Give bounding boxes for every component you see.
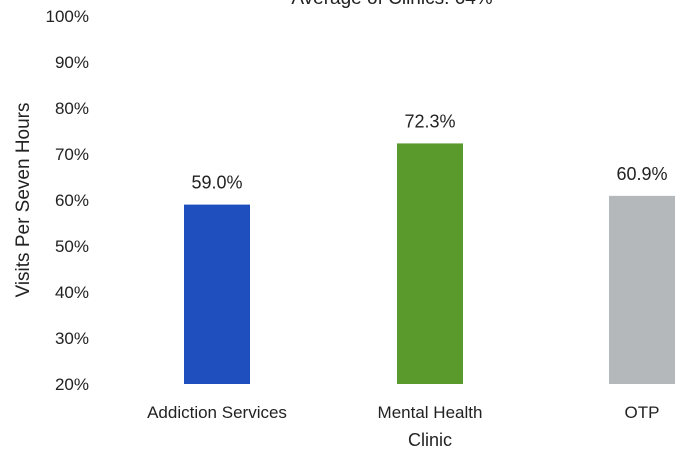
- bar-otp: [609, 195, 675, 384]
- data-label: 59.0%: [191, 173, 242, 193]
- chart-title: Average of Clinics: 64%: [291, 0, 492, 9]
- y-tick-label: 80%: [55, 99, 89, 118]
- y-tick-label: 30%: [55, 329, 89, 348]
- y-tick-label: 100%: [46, 7, 89, 26]
- x-axis-ticks: Addiction Services Mental Health OTP: [147, 403, 659, 422]
- x-tick-label: Addiction Services: [147, 403, 287, 422]
- data-labels: 59.0% 72.3% 60.9%: [191, 111, 667, 192]
- y-axis-title: Visits Per Seven Hours: [13, 102, 34, 297]
- y-tick-label: 60%: [55, 191, 89, 210]
- bar-mental-health: [397, 143, 463, 384]
- y-tick-label: 20%: [55, 375, 89, 394]
- x-axis-title: Clinic: [408, 430, 452, 450]
- y-axis-ticks: 20% 30% 40% 50% 60% 70% 80% 90% 100%: [46, 7, 89, 394]
- y-tick-label: 50%: [55, 237, 89, 256]
- data-label: 60.9%: [616, 164, 667, 184]
- y-tick-label: 40%: [55, 283, 89, 302]
- bar-addiction-services: [184, 204, 250, 384]
- data-label: 72.3%: [404, 111, 455, 131]
- x-tick-label: OTP: [625, 403, 660, 422]
- y-tick-label: 70%: [55, 145, 89, 164]
- x-tick-label: Mental Health: [378, 403, 483, 422]
- bars: [184, 143, 675, 384]
- y-tick-label: 90%: [55, 53, 89, 72]
